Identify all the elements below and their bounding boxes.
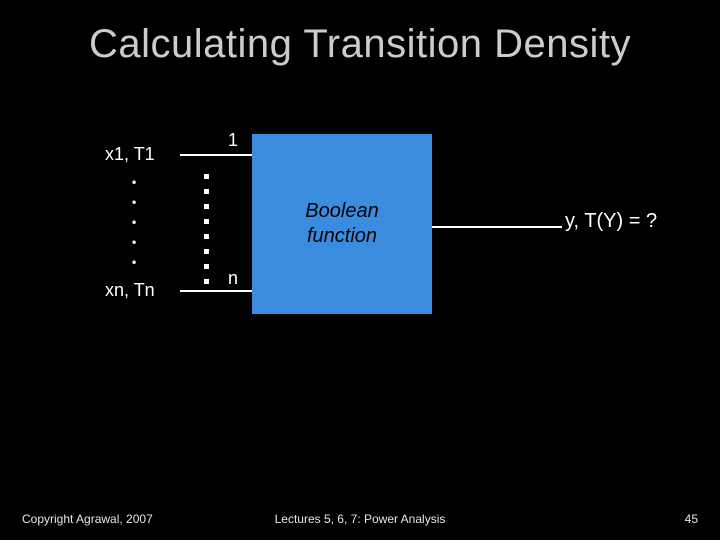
input-wire-top (180, 154, 252, 156)
input-wire-dots (204, 174, 216, 294)
ellipsis-dot: • (132, 176, 136, 188)
input-wire-bottom (180, 290, 252, 292)
output-label: y, T(Y) = ? (565, 210, 657, 233)
ellipsis-dot: • (132, 256, 136, 268)
ellipsis-dot: • (132, 216, 136, 228)
function-box-line2: function (307, 225, 377, 247)
function-box: Boolean function (252, 134, 432, 314)
output-wire (432, 226, 562, 228)
diagram-area: x1, T1 xn, Tn • • • • • 1 n Boolean func… (0, 130, 720, 410)
footer-page-number: 45 (685, 512, 698, 526)
slide-title: Calculating Transition Density (0, 22, 720, 67)
port-number-bottom: n (228, 268, 238, 289)
function-box-label: Boolean function (305, 199, 378, 249)
function-box-line1: Boolean (305, 200, 378, 222)
footer-lecture: Lectures 5, 6, 7: Power Analysis (0, 512, 720, 526)
input-label-bottom: xn, Tn (105, 280, 155, 301)
port-number-top: 1 (228, 130, 238, 151)
ellipsis-dot: • (132, 196, 136, 208)
input-label-top: x1, T1 (105, 144, 155, 165)
ellipsis-dot: • (132, 236, 136, 248)
